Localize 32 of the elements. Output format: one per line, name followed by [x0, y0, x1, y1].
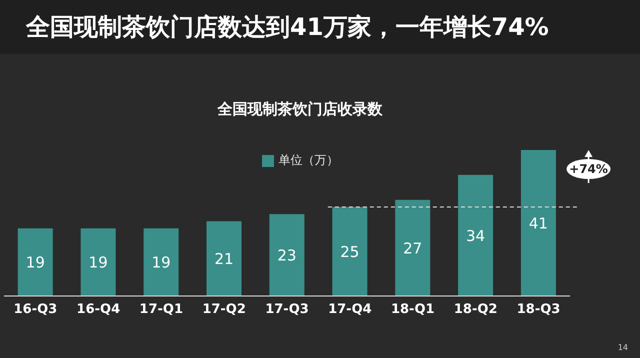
- data-label: 34: [466, 226, 486, 245]
- bar: [458, 174, 494, 296]
- data-label: 19: [152, 253, 171, 272]
- bar: [18, 228, 53, 296]
- x-tick-label: 16-Q4: [76, 302, 120, 318]
- data-label: 25: [340, 242, 360, 261]
- bar: [80, 228, 116, 296]
- x-tick-label: 17-Q3: [265, 302, 309, 318]
- annotation: +74%: [569, 162, 608, 176]
- x-tick-label: 17-Q2: [202, 302, 246, 318]
- bar: [520, 150, 556, 296]
- text: 14: [618, 343, 628, 352]
- bar: [395, 200, 430, 296]
- x-tick-label: 16-Q3: [14, 302, 58, 318]
- bar: [332, 206, 368, 296]
- bar: [206, 221, 242, 296]
- x-tick-label: 18-Q3: [516, 302, 560, 318]
- x-tick-label: 18-Q2: [454, 302, 498, 318]
- data-label: 23: [277, 246, 296, 264]
- x-tick-label: 18-Q1: [390, 302, 435, 318]
- data-label: 21: [214, 250, 234, 268]
- bar: [144, 228, 179, 296]
- data-label: 19: [26, 253, 45, 272]
- data-label: 41: [528, 214, 548, 232]
- chart-title: 全国现制茶饮门店数达到41万家，一年增长74%: [0, 0, 640, 54]
- bar: [269, 214, 304, 296]
- legend-label: 单位（万）: [278, 152, 338, 169]
- x-tick-label: 17-Q1: [139, 302, 184, 318]
- data-label: 27: [403, 239, 422, 258]
- data-label: 19: [88, 253, 108, 272]
- x-tick-label: 17-Q4: [328, 302, 372, 318]
- chart-subtitle: 全国现制茶饮门店收录数: [216, 100, 384, 119]
